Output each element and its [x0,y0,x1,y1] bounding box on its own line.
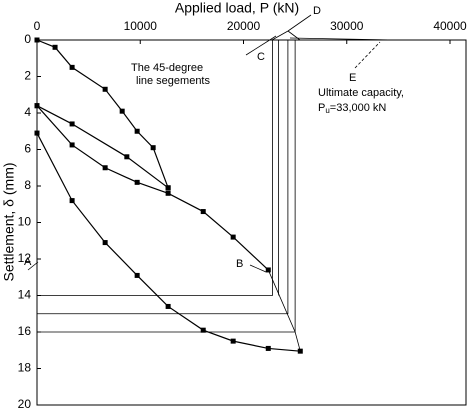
series-line [36,132,301,352]
data-point [102,86,108,92]
data-point [230,338,236,344]
data-point [69,64,75,70]
line-45 [271,30,289,41]
data-point [165,185,171,191]
y-tick-label: 4 [24,105,31,119]
annotation-b: B [236,258,243,270]
x-tick-label: 20000 [227,19,261,33]
data-point [124,154,130,160]
data-point [265,345,271,351]
data-point [165,190,171,196]
data-point [134,128,140,134]
y-tick-label: 8 [24,178,31,192]
data-point [52,44,58,50]
y-tick-label: 12 [18,251,32,265]
data-point [230,234,236,240]
annotation-c: C [257,51,265,63]
series-line [36,39,169,189]
data-point [69,142,75,148]
line-45 [289,37,396,41]
arrow-e [354,41,381,69]
capacity-rest: =33,000 kN [330,102,387,114]
data-point [102,240,108,246]
data-point [34,37,40,43]
data-point [134,179,140,185]
data-point [265,267,271,273]
annotation-segments: The 45-degree [131,62,203,74]
data-point [102,165,108,171]
y-tick-label: 10 [18,215,32,229]
arrow-c [245,35,277,56]
data-point [297,348,303,354]
line-45 [287,30,301,41]
data-point [34,130,40,136]
y-tick-label: 6 [24,142,31,156]
annotation-segments: line segements [136,75,210,87]
annotation-e: E [349,72,356,84]
x-axis-title: Applied load, P (kN) [175,0,299,16]
reference-line [37,40,273,296]
data-point [69,121,75,127]
reference-line [37,40,289,315]
arrow-a [27,261,39,271]
data-point [200,209,206,215]
arrow-d [287,14,312,32]
data-point [150,145,156,151]
annotation-capacity: Ultimate capacity, [318,87,404,99]
y-tick-label: 16 [18,324,32,338]
reference-line [267,269,301,352]
y-tick-label: 2 [24,69,31,83]
series-line [36,105,169,189]
data-point [134,272,140,278]
data-point [34,103,40,109]
annotation-d: D [313,5,321,17]
x-tick-label: 10000 [124,19,158,33]
y-tick-label: 20 [18,397,32,411]
data-point [165,303,171,309]
capacity-sub: u [325,106,329,115]
y-tick-label: 18 [18,361,32,375]
y-tick-label: 0 [24,32,31,46]
x-tick-label: 0 [34,19,41,33]
annotation-a: A [24,256,32,268]
data-point [119,108,125,114]
annotation-capacity: Pu=33,000 kN [318,102,386,115]
x-tick-label: 30000 [330,19,364,33]
y-axis-title: Settlement, δ (mm) [1,162,17,281]
data-point [200,327,206,333]
data-point [69,198,75,204]
arrow-b [249,264,267,273]
x-tick-label: 40000 [433,19,467,33]
capacity-p: P [318,102,325,114]
series-line [36,105,269,271]
y-tick-label: 14 [18,288,32,302]
annotation-arrows [27,14,396,273]
